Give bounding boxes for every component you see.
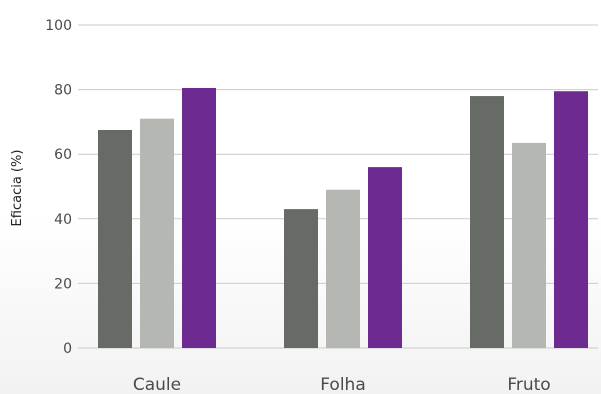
y-tick-label: 60 xyxy=(54,147,72,163)
x-category-label: Caule xyxy=(133,375,181,394)
y-tick-label: 0 xyxy=(63,341,72,357)
x-category-label: Folha xyxy=(320,375,366,394)
bars xyxy=(98,87,588,349)
bar xyxy=(284,209,318,348)
x-category-label: Fruto xyxy=(507,375,550,394)
bar xyxy=(182,87,216,349)
bar xyxy=(326,189,360,348)
bar xyxy=(470,96,504,348)
bar xyxy=(98,129,132,348)
y-tick-label: 40 xyxy=(54,212,72,228)
y-tick-label: 20 xyxy=(54,276,72,292)
y-tick-label: 80 xyxy=(54,83,72,99)
y-axis-title: Eficacia (%) xyxy=(10,150,25,227)
y-axis-ticks: 0 20 40 60 80 100 xyxy=(45,18,72,357)
y-tick-label: 100 xyxy=(45,18,72,34)
bar xyxy=(512,142,546,348)
x-axis-categories: Caule Folha Fruto xyxy=(133,375,551,394)
bar xyxy=(554,91,588,348)
bar xyxy=(140,118,174,348)
bar xyxy=(368,167,402,348)
